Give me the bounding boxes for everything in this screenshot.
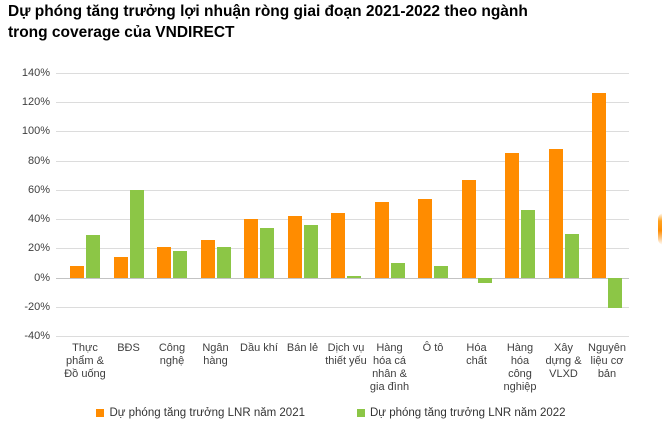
legend: Dự phóng tăng trưởng LNR năm 2021 Dự phó… — [0, 407, 662, 419]
x-axis-category-label: Hóa chất — [466, 342, 487, 367]
legend-label-2021: Dự phóng tăng trưởng LNR năm 2021 — [109, 407, 305, 419]
x-axis-category-label: Ô tô — [422, 342, 444, 354]
bar-2021 — [157, 246, 171, 278]
bar-2021 — [418, 198, 432, 278]
x-axis-category-label: Dầu khí — [240, 342, 278, 354]
legend-item-2022: Dự phóng tăng trưởng LNR năm 2022 — [357, 407, 566, 419]
y-axis: 140% 120% 100% 80% 60% 40% 20% 0% -20% -40% — [0, 0, 52, 436]
gridline — [56, 306, 629, 308]
bar-2021 — [331, 213, 345, 278]
y-axis-tick-label: -20% — [24, 300, 50, 313]
bar-2021 — [592, 93, 606, 278]
x-axis-category-label: Hàng hóa công nghiệp — [503, 342, 537, 393]
bar-2022 — [303, 224, 318, 278]
y-axis-tick-label: 40% — [27, 213, 50, 226]
y-axis-tick-label: 20% — [27, 242, 50, 255]
y-axis-tick-label: 80% — [27, 154, 50, 167]
y-axis-tick-label: 120% — [21, 96, 50, 109]
bar-2022 — [173, 251, 187, 278]
bar-2021 — [287, 216, 302, 278]
bar-2021 — [244, 219, 258, 278]
legend-swatch-2022-icon — [357, 409, 365, 417]
legend-label-2022: Dự phóng tăng trưởng LNR năm 2022 — [370, 407, 566, 419]
bar-2021 — [374, 201, 389, 278]
bar-2022 — [129, 189, 144, 278]
y-axis-tick-label: 0% — [34, 271, 50, 284]
bar-2022 — [260, 227, 274, 278]
bar-2021 — [461, 179, 476, 278]
legend-swatch-2021-icon — [96, 409, 105, 417]
bar-2022 — [390, 262, 405, 278]
x-axis-category-label: Nguyên liệu cơ bản — [588, 342, 626, 380]
plot-area — [56, 73, 629, 337]
bar-2021 — [70, 265, 84, 278]
gridline — [56, 336, 629, 337]
bar-2022 — [434, 265, 448, 278]
x-axis-category-label: Hàng hóa cá nhân & gia đình — [369, 342, 410, 393]
bar-2022 — [347, 276, 361, 278]
bar-2021 — [548, 148, 563, 278]
y-axis-tick-label: 100% — [21, 125, 50, 138]
bar-2022 — [477, 277, 492, 284]
x-axis-category-label: Xây dựng & VLXD — [545, 342, 582, 380]
x-axis-category-label: Bán lẻ — [286, 342, 319, 354]
gridline — [56, 160, 629, 162]
orange-arc-decoration — [658, 213, 662, 245]
x-axis-labels: Thực phẩm & Đồ uống BĐS Công nghệ Ngân hàng… — [56, 342, 629, 400]
gridline — [56, 189, 629, 191]
bar-2022 — [564, 233, 579, 278]
y-axis-tick-label: 140% — [21, 67, 50, 79]
chart-title: Dự phóng tăng trưởng lợi nhuận ròng giai… — [8, 3, 528, 41]
bar-2022 — [608, 277, 622, 309]
x-axis-category-label: Ngân hàng — [202, 342, 229, 367]
gridline — [56, 73, 629, 74]
y-axis-tick-label: -40% — [24, 330, 50, 342]
bar-2021 — [113, 257, 128, 278]
zero-axis-line — [56, 277, 629, 279]
x-axis-category-label: Dịch vụ thiết yếu — [325, 342, 367, 367]
bar-2022 — [216, 246, 231, 278]
x-axis-category-label: Công nghệ — [158, 342, 186, 367]
bar-2021 — [200, 239, 215, 278]
gridline — [56, 102, 629, 104]
y-axis-tick-label: 60% — [27, 183, 50, 196]
bar-2022 — [86, 235, 100, 278]
x-axis-category-label: Thực phẩm & Đồ uống — [64, 342, 106, 380]
bar-2021 — [505, 153, 519, 278]
legend-item-2021: Dự phóng tăng trưởng LNR năm 2021 — [96, 407, 305, 419]
gridline — [56, 131, 629, 133]
x-axis-category-label: BĐS — [117, 342, 140, 354]
bar-2022 — [521, 210, 535, 278]
